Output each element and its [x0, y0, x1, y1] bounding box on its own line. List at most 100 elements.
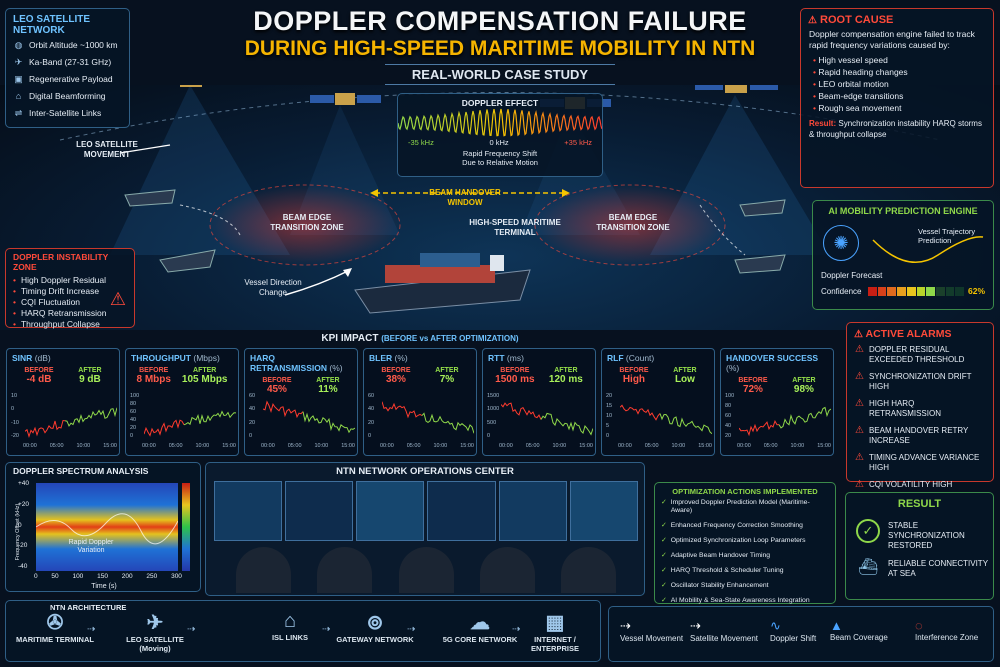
small-vessel-left-1	[124, 189, 176, 207]
noc-screen	[214, 481, 283, 541]
kpi-line-before	[620, 404, 661, 421]
kpi-line-after	[421, 412, 474, 434]
kpi-ytick: 100	[725, 393, 735, 399]
kpi-ytick: -20	[11, 432, 19, 439]
kpi-ytick: 1000	[487, 406, 500, 413]
legend-item: ∿ Doppler Shift	[770, 618, 848, 643]
kpi-ytick: 20	[130, 425, 137, 431]
kpi-title: KPI IMPACT (BEFORE vs AFTER OPTIMIZATION…	[321, 333, 519, 344]
beam-edge-zone-left	[210, 185, 400, 265]
kpi-xtick: 00:00	[142, 443, 156, 449]
legend-item: ⇢ Vessel Movement	[620, 618, 698, 643]
before-label: BEFORE	[262, 377, 292, 384]
kpi-ytick: 0	[249, 432, 253, 439]
kpi-card-title: SINR (dB)	[12, 353, 51, 363]
kpi-ytick: 60	[130, 409, 137, 415]
warning-icon: ⚠	[808, 15, 817, 26]
small-vessel-left-2	[159, 249, 216, 273]
warning-icon: ⚠	[855, 452, 864, 463]
kpi-xtick: 10:00	[552, 443, 567, 449]
operator-figure	[317, 547, 373, 593]
link-icon: ⇌	[14, 108, 23, 118]
alarm-item: ⚠ DOPPLER RESIDUAL EXCEEDED THRESHOLD	[855, 344, 965, 365]
kpi-xtick: 10:00	[195, 443, 210, 449]
satellite-mid-left	[310, 93, 381, 105]
ship-icon: ⛴	[858, 559, 879, 576]
kpi-before-value: 72%	[742, 384, 763, 395]
optimization-item: ✓ Improved Doppler Prediction Model (Mari…	[661, 499, 810, 514]
doppler-left-value: -35 kHz	[408, 138, 434, 147]
spectrum-title: DOPPLER SPECTRUM ANALYSIS	[13, 466, 149, 476]
kpi-xticks: 00:00 05:00 10:00 15:00	[142, 443, 236, 449]
kpi-xtick: 15:00	[341, 443, 355, 449]
small-vessel-right-1	[739, 199, 786, 217]
kpi-ytick: 20	[606, 393, 613, 399]
operator-figure	[236, 547, 291, 593]
terminal-label: HIGH-SPEED MARITIME TERMINAL	[469, 218, 561, 237]
kpi-yticks: 1500 1000 500 0	[487, 393, 499, 439]
kpi-ytick: 500	[487, 419, 497, 426]
architecture-node-icon: ▦	[545, 612, 565, 634]
kpi-ytick: 0	[487, 432, 491, 439]
confidence-segment	[926, 287, 935, 296]
optimization-list: ✓ Improved Doppler Prediction Model (Mari…	[655, 499, 835, 605]
kpi-after-value: 98%	[793, 384, 814, 395]
kpi-xtick: 05:00	[763, 443, 778, 449]
operator-figure	[479, 547, 535, 593]
kpi-xtick: 10:00	[790, 443, 805, 449]
kpi-xtick: 05:00	[406, 443, 421, 449]
kpi-yticks: 100 80 60 40 20 0	[130, 393, 139, 439]
kpi-xtick: 00:00	[380, 443, 394, 449]
root-cause-list: • High vessel speed • Rapid heading chang…	[801, 51, 993, 114]
warning-icon: ⚠	[855, 398, 864, 409]
confidence-segment	[916, 287, 926, 296]
architecture-node: ⌂ ISL LINKS	[250, 600, 330, 642]
confidence-segment	[935, 287, 945, 296]
legend-symbol: ∿	[770, 618, 781, 633]
check-icon: ✓	[661, 522, 667, 529]
kpi-before-value: 1500 ms	[495, 374, 535, 385]
operator-figure	[398, 547, 454, 593]
kpi-line-after	[778, 406, 831, 429]
kpi-xtick: 00:00	[737, 443, 751, 449]
root-cause-title: ⚠ ROOT CAUSE	[808, 14, 894, 26]
kpi-before-value: -4 dB	[26, 374, 52, 385]
root-cause-item: • LEO orbital motion	[813, 79, 889, 89]
instability-item: • High Doppler Residual	[13, 275, 107, 285]
kpi-line-after	[183, 410, 236, 426]
instability-zone-list: • High Doppler Residual • Timing Drift Incr…	[6, 275, 134, 330]
noc-screen	[427, 481, 496, 541]
kpi-ytick: 60	[368, 393, 375, 399]
root-cause-panel: ⚠ ROOT CAUSE Doppler compensation engine…	[800, 8, 994, 188]
kpi-xtick: 15:00	[103, 443, 117, 449]
leo-network-item-label: Inter-Satellite Links	[29, 108, 102, 118]
leo-network-item: ▣ Regenerative Payload	[13, 73, 122, 86]
kpi-ytick: 0	[11, 406, 15, 413]
warning-icon: ⚠	[855, 344, 864, 355]
instability-item: • HARQ Retransmission	[13, 308, 107, 318]
kpi-xtick: 05:00	[168, 443, 183, 449]
kpi-xtick: 10:00	[433, 443, 448, 449]
noc-screen	[356, 481, 425, 541]
kpi-ytick: 0	[130, 433, 134, 439]
alarm-item: ⚠ SYNCHRONIZATION DRIFT HIGH	[855, 371, 972, 392]
kpi-ytick: 5	[606, 423, 610, 429]
doppler-effect-panel: DOPPLER EFFECT -35 kHz 0 kHz +35 kHz Rap…	[397, 93, 603, 177]
kpi-line-before	[25, 419, 66, 439]
check-icon: ✓	[856, 519, 880, 543]
case-study-label: REAL-WORLD CASE STUDY	[385, 64, 615, 85]
kpi-yticks: 10 0 -10 -20	[11, 393, 19, 439]
beam-edge-zone-right	[535, 185, 725, 265]
legend-item: ▲ Beam Coverage	[830, 618, 908, 642]
confidence-label: Confidence	[821, 287, 862, 296]
result-title: RESULT	[897, 498, 942, 510]
spectrum-xtick: 300	[171, 573, 182, 580]
result-item-1: STABLE SYNCHRONIZATION RESTORED	[888, 521, 965, 550]
forecast-label: Doppler Forecast	[821, 271, 883, 280]
ai-engine-panel: AI MOBILITY PREDICTION ENGINE ✺ Vessel T…	[812, 200, 994, 310]
kpi-after-value: 120 ms	[548, 374, 583, 385]
antenna-icon: ⌂	[15, 91, 22, 101]
kpi-yticks: 60 40 20 0	[368, 393, 374, 439]
kpi-before-value: 8 Mbps	[136, 374, 171, 385]
leo-network-title: LEO SATELLITE NETWORK	[13, 14, 91, 36]
